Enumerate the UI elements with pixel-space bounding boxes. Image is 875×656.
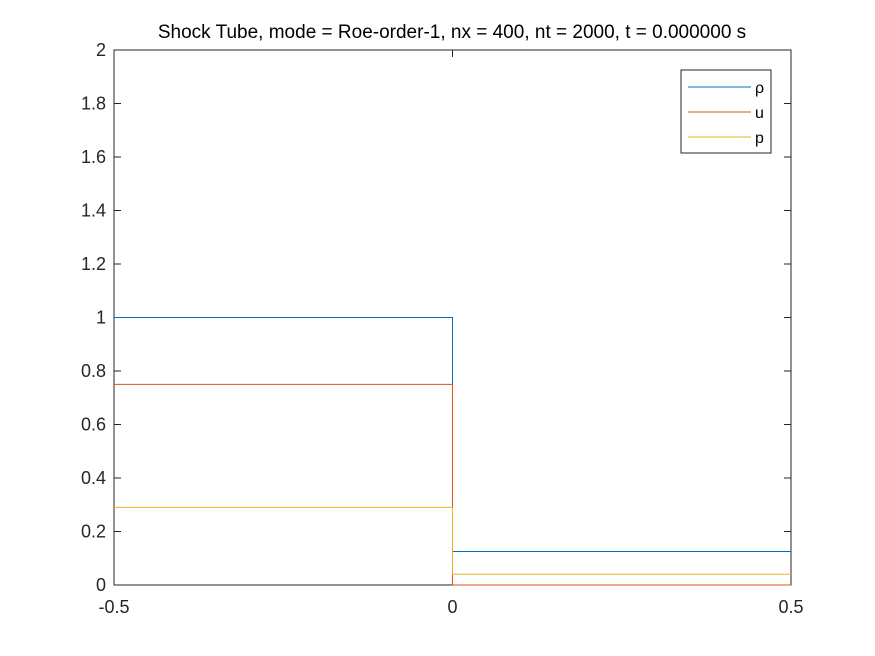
xtick-label: -0.5: [98, 597, 129, 617]
series-lines: [114, 317, 791, 586]
legend: ρup: [680, 69, 772, 154]
xtick-label: 0.5: [778, 597, 803, 617]
plot-area: 00.20.40.60.811.21.41.61.82-0.5 0 0.5 ρup: [81, 40, 804, 617]
ytick-label: 0.8: [81, 361, 106, 381]
ytick-label: 0.2: [81, 522, 106, 542]
legend-label: ρ: [755, 80, 764, 97]
axis-ticks: 00.20.40.60.811.21.41.61.82-0.5 0 0.5: [81, 40, 804, 617]
ytick-label: 0: [96, 575, 106, 595]
ytick-label: 1.4: [81, 201, 106, 221]
legend-label: p: [755, 130, 764, 147]
ytick-label: 0.6: [81, 415, 106, 435]
ytick-label: 2: [96, 40, 106, 60]
ytick-label: 1.6: [81, 147, 106, 167]
ytick-label: 1.8: [81, 94, 106, 114]
series-line-2: [114, 383, 791, 586]
ytick-label: 1: [96, 308, 106, 328]
series-line-3: [114, 506, 791, 575]
legend-label: u: [755, 105, 764, 122]
ytick-label: 1.2: [81, 254, 106, 274]
xtick-label: 0: [447, 597, 457, 617]
ytick-label: 0.4: [81, 468, 106, 488]
chart-title: Shock Tube, mode = Roe-order-1, nx = 400…: [158, 22, 746, 43]
